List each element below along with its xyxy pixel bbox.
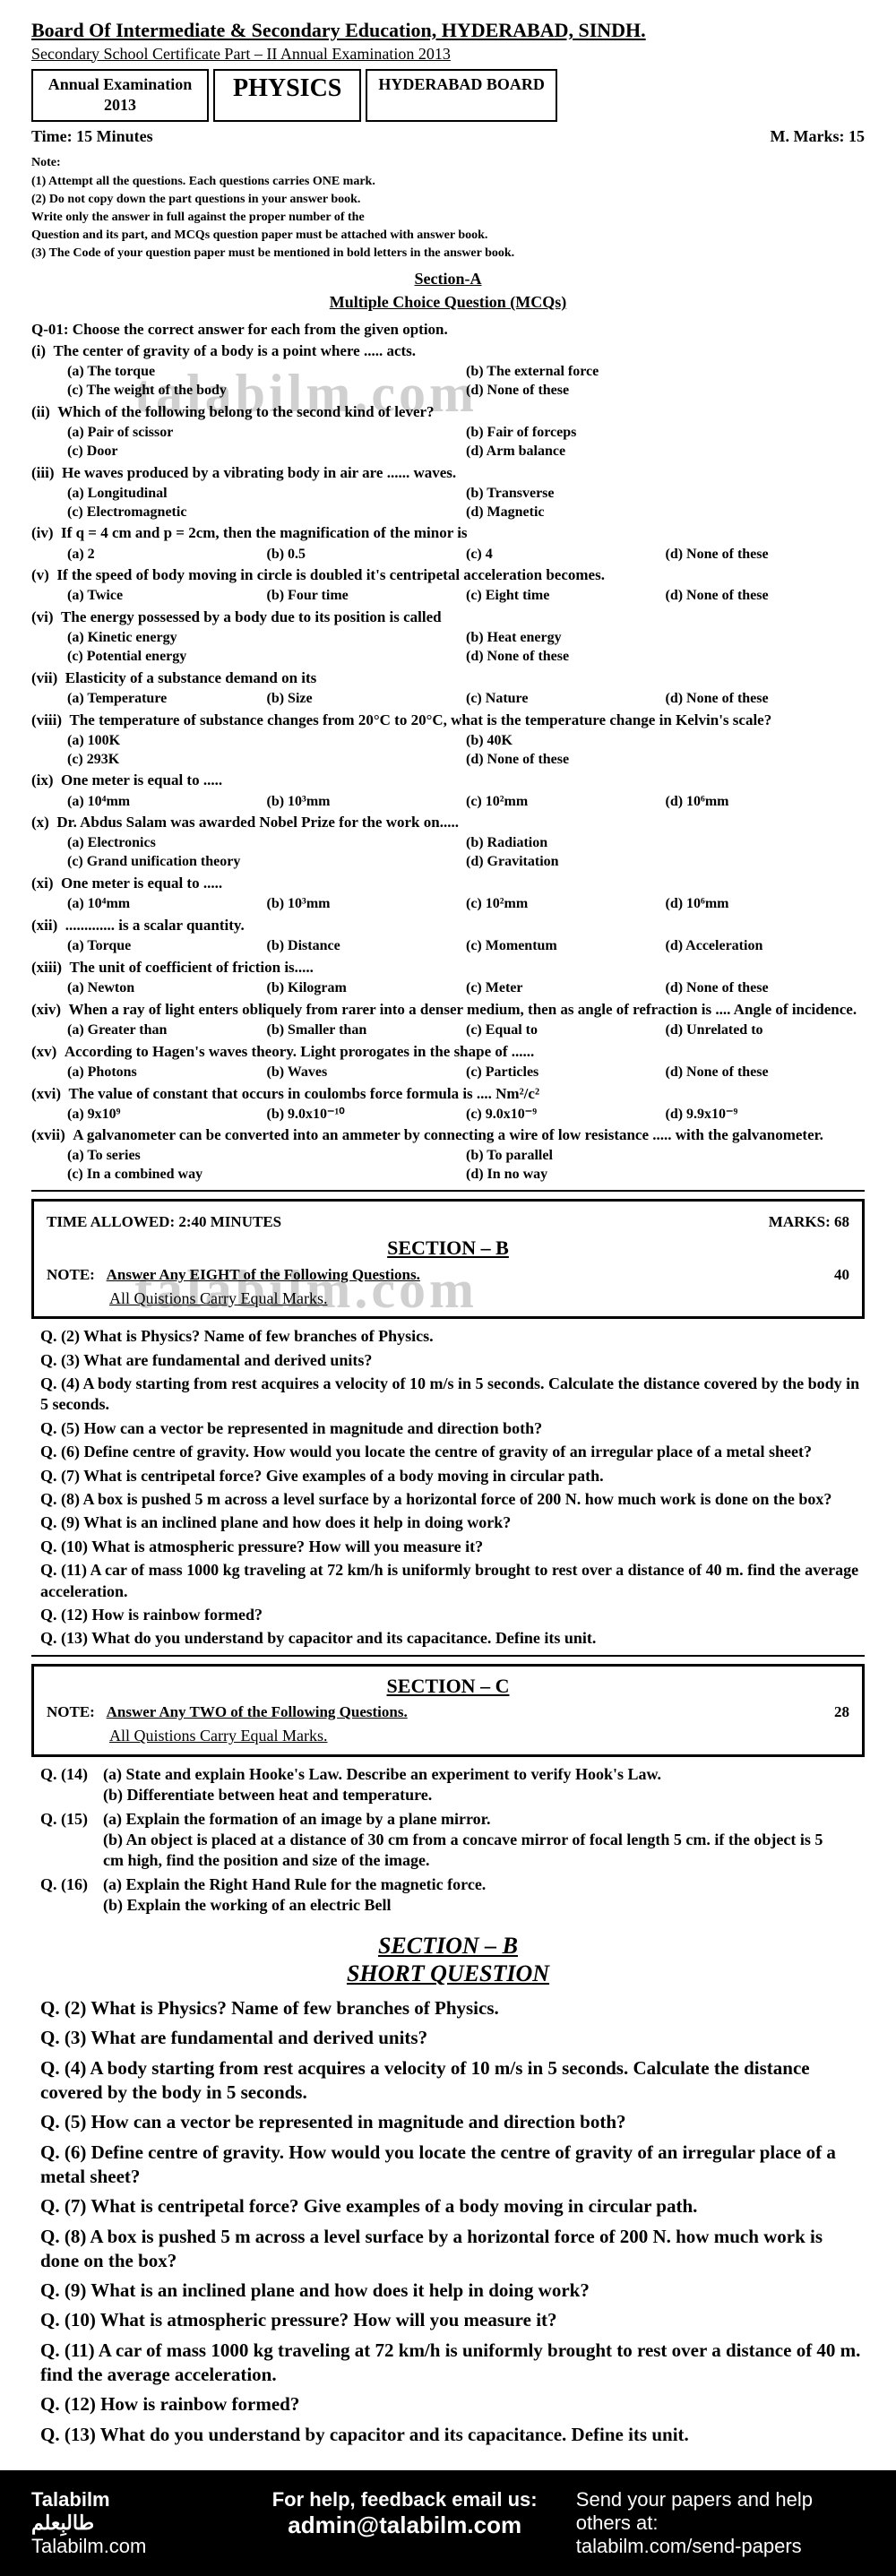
question-b: Q. (2) What is Physics? Name of few bran… [31, 1326, 865, 1347]
question-b2: Q. (8) A box is pushed 5 m across a leve… [31, 2225, 865, 2274]
footer-url: Talabilm.com [31, 2535, 234, 2558]
mcq-question: (iii) He waves produced by a vibrating b… [31, 463, 865, 483]
mcq-question: (xvii) A galvanometer can be converted i… [31, 1125, 865, 1145]
question-b2: Q. (10) What is atmospheric pressure? Ho… [31, 2308, 865, 2332]
note-c-text2: All Quistions Carry Equal Marks. [109, 1727, 327, 1745]
footer-email[interactable]: admin@talabilm.com [261, 2511, 549, 2539]
footer-send: Send your papers and help others at: [576, 2488, 865, 2535]
mcq-question: (x) Dr. Abdus Salam was awarded Nobel Pr… [31, 813, 865, 832]
note-line: (2) Do not copy down the part questions … [31, 192, 865, 208]
mcq-question: (xiii) The unit of coefficient of fricti… [31, 958, 865, 978]
note-label: NOTE: [47, 1266, 95, 1283]
section-b-box: TIME ALLOWED: 2:40 MINUTES MARKS: 68 SEC… [31, 1199, 865, 1319]
question-b2: Q. (12) How is rainbow formed? [31, 2392, 865, 2417]
marks-label: M. Marks: 15 [771, 126, 865, 147]
time-marks-row: Time: 15 Minutes M. Marks: 15 [31, 126, 865, 147]
notes: Note: (1) Attempt all the questions. Eac… [31, 151, 865, 262]
exam-paper: talabilm.com talabilm.com Board Of Inter… [0, 0, 896, 2470]
question-b: Q. (12) How is rainbow formed? [31, 1605, 865, 1625]
time-allowed: TIME ALLOWED: 2:40 MINUTES [47, 1212, 281, 1232]
board-box: HYDERABAD BOARD [366, 69, 557, 122]
section-c-questions: Q. (14)(a) State and explain Hooke's Law… [31, 1764, 865, 1917]
question-b2: Q. (2) What is Physics? Name of few bran… [31, 1996, 865, 2020]
exam-box: Annual Examination 2013 [31, 69, 209, 122]
subject-box: PHYSICS [213, 69, 361, 122]
question-b2: Q. (5) How can a vector be represented i… [31, 2110, 865, 2134]
question-b: Q. (7) What is centripetal force? Give e… [31, 1466, 865, 1486]
mcq-question: (xiv) When a ray of light enters oblique… [31, 1000, 865, 1020]
note-line: (3) The Code of your question paper must… [31, 246, 865, 262]
marks-40: 40 [834, 1265, 849, 1285]
footer-urdu: طالبِعلم [31, 2511, 234, 2535]
question-b: Q. (10) What is atmospheric pressure? Ho… [31, 1537, 865, 1557]
title-boxes: Annual Examination 2013 PHYSICS HYDERABA… [31, 69, 865, 122]
note-line: Question and its part, and MCQs question… [31, 228, 865, 244]
question-b: Q. (6) Define centre of gravity. How wou… [31, 1442, 865, 1462]
question-b: Q. (11) A car of mass 1000 kg traveling … [31, 1560, 865, 1602]
section-c-title: SECTION – C [47, 1674, 849, 1700]
mcq-list: (i) The center of gravity of a body is a… [31, 341, 865, 1185]
footer-brand: Talabilm [31, 2488, 234, 2511]
footer-send-url[interactable]: talabilm.com/send-papers [576, 2535, 865, 2558]
mcq-question: (xi) One meter is equal to ..... [31, 874, 865, 893]
time-label: Time: 15 Minutes [31, 126, 153, 147]
mcq-question: (xii) ............. is a scalar quantity… [31, 916, 865, 935]
mcq-question: (viii) The temperature of substance chan… [31, 711, 865, 730]
section-a-title: Section-A [31, 269, 865, 289]
note-line: Write only the answer in full against th… [31, 210, 865, 226]
board-header: Board Of Intermediate & Secondary Educat… [31, 18, 865, 44]
mcq-question: (xvi) The value of constant that occurs … [31, 1084, 865, 1104]
marks-b: MARKS: 68 [769, 1212, 849, 1232]
question-b2: Q. (11) A car of mass 1000 kg traveling … [31, 2339, 865, 2388]
question-b: Q. (8) A box is pushed 5 m across a leve… [31, 1489, 865, 1510]
question-b: Q. (13) What do you understand by capaci… [31, 1628, 865, 1649]
question-b2: Q. (9) What is an inclined plane and how… [31, 2279, 865, 2303]
question-b: Q. (3) What are fundamental and derived … [31, 1350, 865, 1371]
question-b2: Q. (6) Define centre of gravity. How wou… [31, 2141, 865, 2190]
note-c-text: Answer Any TWO of the Following Question… [107, 1703, 408, 1720]
mcq-question: (xv) According to Hagen's waves theory. … [31, 1042, 865, 1062]
question-b: Q. (9) What is an inclined plane and how… [31, 1512, 865, 1533]
mcq-question: (ii) Which of the following belong to th… [31, 402, 865, 422]
footer: Talabilm طالبِعلم Talabilm.com For help,… [0, 2470, 896, 2576]
note-text2: All Quistions Carry Equal Marks. [109, 1289, 327, 1307]
section-b2-questions: Q. (2) What is Physics? Name of few bran… [31, 1996, 865, 2447]
section-b2-sub: SHORT QUESTION [31, 1959, 865, 1989]
note-line: (1) Attempt all the questions. Each ques… [31, 174, 865, 190]
question-c: Q. (14)(a) State and explain Hooke's Law… [31, 1764, 865, 1806]
mcq-question: (ix) One meter is equal to ..... [31, 771, 865, 790]
question-c: Q. (16)(a) Explain the Right Hand Rule f… [31, 1874, 865, 1917]
marks-28: 28 [834, 1702, 849, 1722]
note-c-label: NOTE: [47, 1703, 95, 1720]
section-a-sub: Multiple Choice Question (MCQs) [31, 292, 865, 313]
mcq-question: (vi) The energy possessed by a body due … [31, 607, 865, 627]
question-b2: Q. (7) What is centripetal force? Give e… [31, 2194, 865, 2218]
mcq-question: (i) The center of gravity of a body is a… [31, 341, 865, 361]
footer-help: For help, feedback email us: [261, 2488, 549, 2511]
section-b-questions: Q. (2) What is Physics? Name of few bran… [31, 1326, 865, 1649]
question-b: Q. (4) A body starting from rest acquire… [31, 1374, 865, 1416]
section-b-title: SECTION – B [47, 1236, 849, 1262]
cert-header: Secondary School Certificate Part – II A… [31, 44, 865, 65]
mcq-question: (v) If the speed of body moving in circl… [31, 565, 865, 585]
question-b2: Q. (4) A body starting from rest acquire… [31, 2056, 865, 2106]
question-b: Q. (5) How can a vector be represented i… [31, 1418, 865, 1439]
mcq-question: (vii) Elasticity of a substance demand o… [31, 668, 865, 688]
question-b2: Q. (3) What are fundamental and derived … [31, 2026, 865, 2050]
question-c: Q. (15)(a) Explain the formation of an i… [31, 1809, 865, 1872]
section-c-box: SECTION – C NOTE: Answer Any TWO of the … [31, 1664, 865, 1757]
question-b2: Q. (13) What do you understand by capaci… [31, 2423, 865, 2447]
section-b2-title: SECTION – B [31, 1931, 865, 1961]
q01-instruction: Q-01: Choose the correct answer for each… [31, 320, 865, 340]
note-text: Answer Any EIGHT of the Following Questi… [107, 1266, 420, 1283]
mcq-question: (iv) If q = 4 cm and p = 2cm, then the m… [31, 523, 865, 543]
